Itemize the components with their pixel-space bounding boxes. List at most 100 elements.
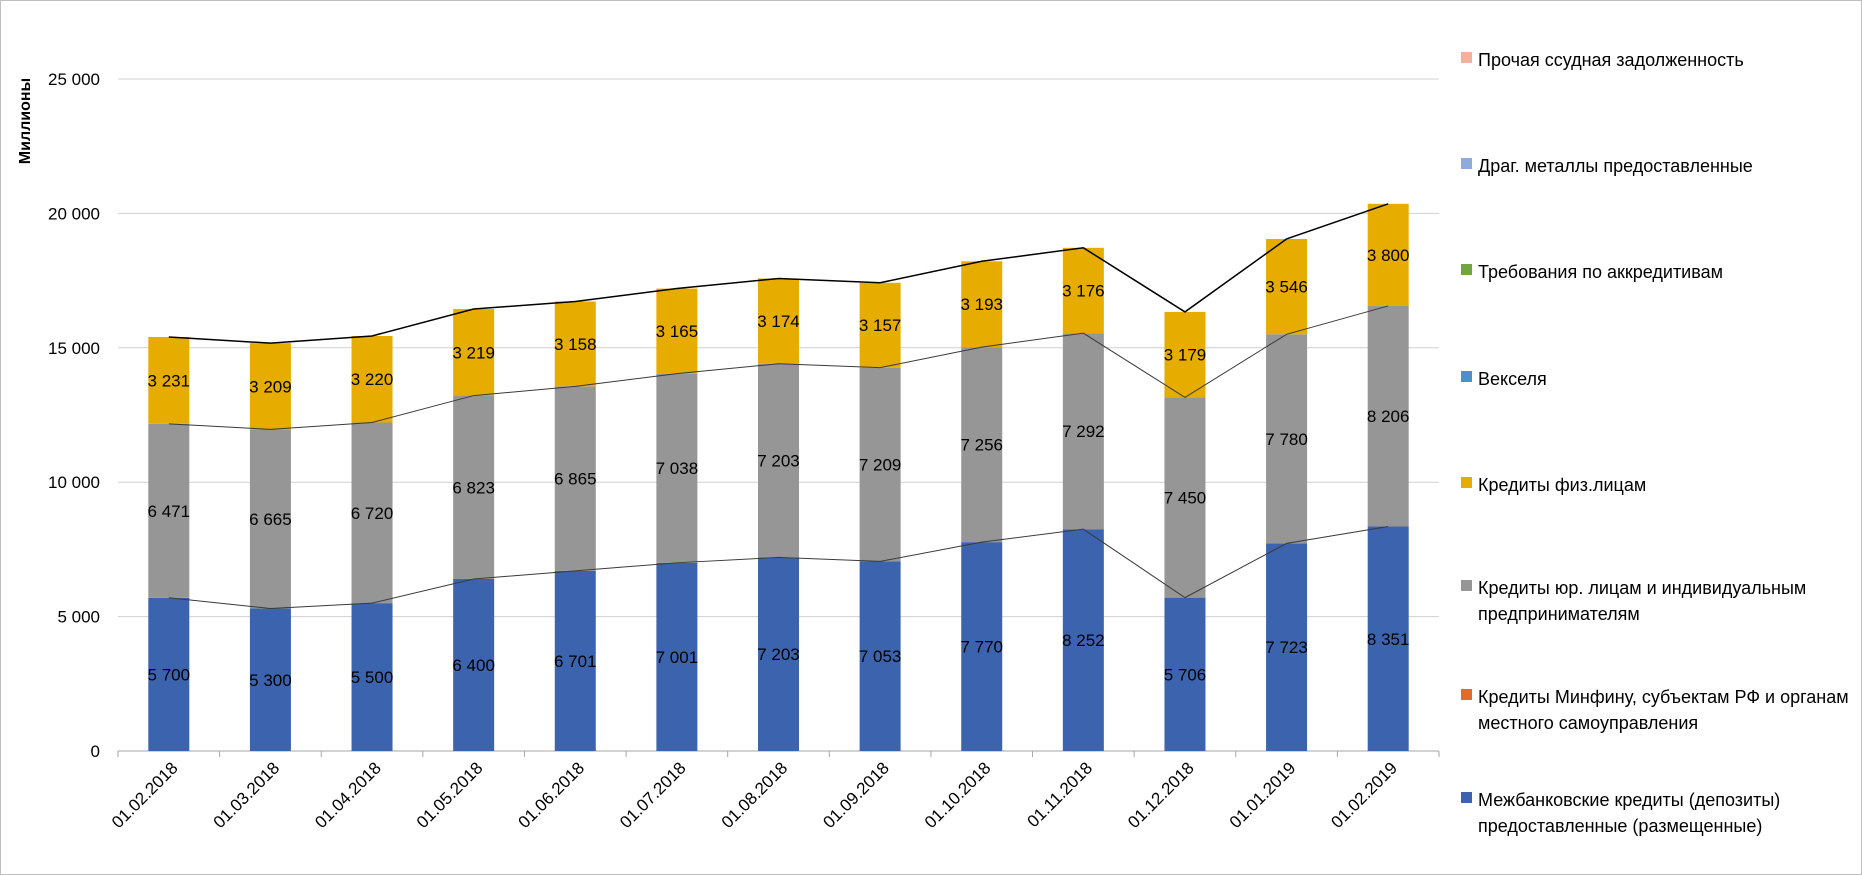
data-label: 8 351 bbox=[1367, 630, 1410, 649]
data-label: 7 053 bbox=[859, 647, 902, 666]
data-label: 5 706 bbox=[1164, 665, 1207, 684]
data-label: 8 206 bbox=[1367, 407, 1410, 426]
bar-segment bbox=[961, 542, 1003, 751]
y-tick-label: 10 000 bbox=[48, 473, 100, 492]
bar-segment bbox=[249, 343, 291, 430]
legend-item: Кредиты юр. лицам и индивидуальным предп… bbox=[1461, 575, 1861, 627]
legend-item: Векселя bbox=[1461, 366, 1861, 392]
x-tick-label: 01.08.2018 bbox=[718, 758, 792, 832]
bar-segment bbox=[148, 423, 190, 598]
bar-segment bbox=[554, 301, 596, 387]
data-label: 3 231 bbox=[148, 371, 191, 390]
bar-segment bbox=[453, 309, 495, 396]
x-tick-label: 01.01.2019 bbox=[1226, 758, 1300, 832]
data-label: 3 546 bbox=[1265, 278, 1308, 297]
legend-swatch bbox=[1461, 689, 1472, 700]
data-label: 7 292 bbox=[1062, 422, 1105, 441]
bar-segment bbox=[351, 603, 393, 751]
bar-segment bbox=[351, 422, 393, 604]
x-tick-label: 01.11.2018 bbox=[1023, 758, 1096, 831]
data-label: 7 450 bbox=[1164, 488, 1207, 507]
x-tick-label: 01.09.2018 bbox=[819, 758, 893, 832]
x-tick-label: 01.02.2019 bbox=[1327, 758, 1401, 832]
bar-segment bbox=[961, 347, 1003, 543]
y-tick-label: 5 000 bbox=[57, 608, 100, 627]
chart-legend: Прочая ссудная задолженность Драг. металл… bbox=[1461, 1, 1861, 874]
bar-segment bbox=[453, 578, 495, 751]
data-label: 7 770 bbox=[960, 638, 1003, 657]
data-label: 5 300 bbox=[249, 671, 292, 690]
x-tick-label: 01.07.2018 bbox=[616, 758, 690, 832]
legend-label: Кредиты Минфину, субъектам РФ и органам … bbox=[1478, 687, 1849, 733]
x-tick-label: 01.05.2018 bbox=[413, 758, 487, 832]
legend-swatch bbox=[1461, 792, 1472, 803]
bar-segment bbox=[1164, 597, 1206, 751]
bar-segment bbox=[758, 363, 799, 558]
x-tick-label: 01.10.2018 bbox=[921, 758, 995, 832]
legend-label: Межбанковские кредиты (депозиты) предост… bbox=[1478, 790, 1781, 836]
bar-segment bbox=[554, 386, 596, 571]
data-label: 3 800 bbox=[1367, 246, 1410, 265]
data-label: 3 179 bbox=[1164, 346, 1207, 365]
y-tick-label: 15 000 bbox=[48, 339, 100, 358]
bar-segment bbox=[1062, 529, 1104, 751]
x-tick-label: 01.06.2018 bbox=[514, 758, 588, 832]
data-label: 7 780 bbox=[1265, 430, 1308, 449]
x-tick-label: 01.04.2018 bbox=[311, 758, 385, 832]
data-label: 3 176 bbox=[1062, 281, 1105, 300]
data-label: 8 252 bbox=[1062, 631, 1105, 650]
bar-segment bbox=[656, 288, 698, 374]
data-label: 3 209 bbox=[249, 377, 292, 396]
legend-label: Драг. металлы предоставленные bbox=[1478, 156, 1753, 176]
x-tick-label: 01.03.2018 bbox=[210, 758, 284, 832]
bar-segment bbox=[758, 278, 799, 364]
bar-segment bbox=[1164, 311, 1206, 398]
data-label: 6 471 bbox=[148, 502, 191, 521]
legend-label: Векселя bbox=[1478, 369, 1547, 389]
legend-swatch bbox=[1461, 158, 1472, 169]
data-label: 7 723 bbox=[1265, 638, 1308, 657]
bar-segment bbox=[961, 261, 1003, 348]
bar-segment bbox=[249, 608, 291, 751]
data-label: 7 256 bbox=[960, 436, 1003, 455]
bar-segment bbox=[148, 597, 190, 751]
bar-segment bbox=[1367, 203, 1409, 306]
series-line bbox=[168, 203, 1389, 344]
legend-label: Требования по аккредитивам bbox=[1478, 262, 1723, 282]
bar-segment bbox=[859, 367, 901, 562]
data-label: 6 865 bbox=[554, 470, 597, 489]
data-label: 6 823 bbox=[452, 478, 495, 497]
bar-segment bbox=[1367, 526, 1409, 751]
legend-item: Кредиты физ.лицам bbox=[1461, 472, 1861, 498]
data-label: 7 038 bbox=[656, 459, 699, 478]
data-label: 7 209 bbox=[859, 456, 902, 475]
bar-segment bbox=[1266, 238, 1308, 335]
bar-segment bbox=[656, 562, 698, 751]
legend-swatch bbox=[1461, 371, 1472, 382]
bar-segment bbox=[859, 282, 901, 368]
bar-segment bbox=[1062, 333, 1104, 530]
chart-plot: Миллионы 0 5 000 10 000 15 000 20 000 25 000 5… bbox=[17, 70, 1440, 832]
data-label: 7 203 bbox=[757, 645, 800, 664]
legend-item: Драг. металлы предоставленные bbox=[1461, 153, 1861, 179]
data-label: 7 001 bbox=[656, 648, 699, 667]
bar-segment bbox=[351, 335, 393, 423]
legend-item: Кредиты Минфину, субъектам РФ и органам … bbox=[1461, 684, 1861, 736]
data-label: 3 220 bbox=[351, 370, 394, 389]
bar-segment bbox=[656, 373, 698, 563]
bar-segment bbox=[453, 395, 495, 579]
legend-swatch bbox=[1461, 264, 1472, 275]
data-label: 6 400 bbox=[452, 656, 495, 675]
bar-segment bbox=[1367, 305, 1409, 527]
legend-swatch bbox=[1461, 477, 1472, 488]
data-label: 6 665 bbox=[249, 510, 292, 529]
data-label: 6 701 bbox=[554, 652, 597, 671]
legend-label: Кредиты физ.лицам bbox=[1478, 475, 1647, 495]
legend-item: Прочая ссудная задолженность bbox=[1461, 47, 1861, 73]
y-tick-label: 0 bbox=[91, 742, 100, 761]
legend-label: Кредиты юр. лицам и индивидуальным предп… bbox=[1478, 578, 1807, 624]
data-label: 3 174 bbox=[757, 312, 800, 331]
data-label: 3 157 bbox=[859, 316, 902, 335]
y-tick-label: 25 000 bbox=[48, 70, 100, 89]
